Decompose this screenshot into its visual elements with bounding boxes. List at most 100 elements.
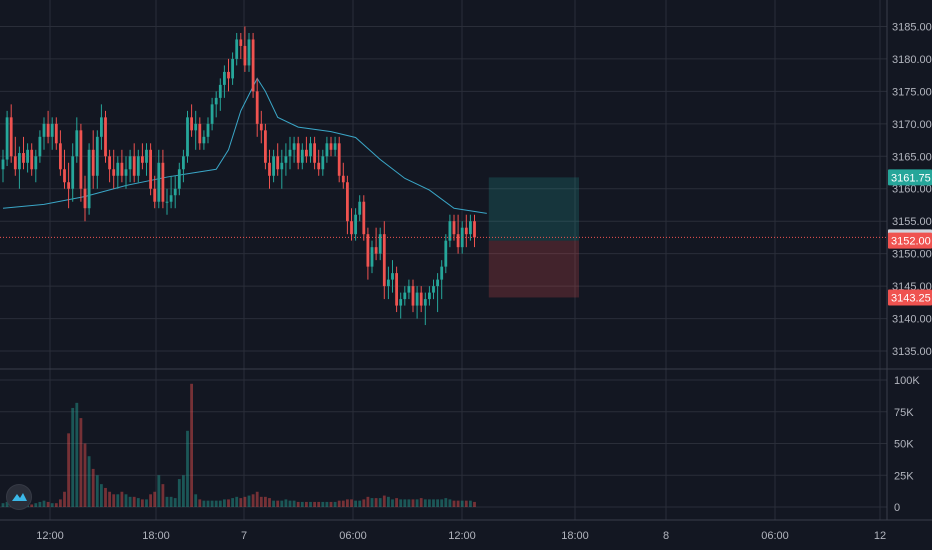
price-tick-label[interactable]: 3170.00 <box>892 119 932 131</box>
app-logo-icon[interactable] <box>6 484 32 510</box>
price-tick-label[interactable]: 3135.00 <box>892 346 932 358</box>
candle-body <box>317 162 321 170</box>
volume-bar <box>395 498 398 507</box>
volume-bar <box>87 456 91 507</box>
volume-bar <box>264 496 267 507</box>
volume-bar <box>284 499 288 507</box>
candle-body <box>268 162 271 176</box>
candle-body <box>423 299 427 306</box>
volume-tick-label[interactable]: 100K <box>894 375 920 387</box>
volume-bar <box>141 499 144 507</box>
volume-bar <box>411 499 415 507</box>
candle-body <box>38 136 42 157</box>
candle-body <box>87 149 91 209</box>
candle-body <box>9 117 13 157</box>
candle-body <box>116 162 120 176</box>
candle-body <box>95 136 99 176</box>
time-tick-label[interactable]: 12:00 <box>36 530 64 542</box>
candle-body <box>173 188 177 196</box>
volume-bar <box>469 500 472 507</box>
time-tick-label[interactable]: 18:00 <box>561 530 589 542</box>
time-tick-label[interactable]: 12:00 <box>448 530 476 542</box>
volume-bar <box>50 503 54 507</box>
volume-bar <box>5 501 9 507</box>
candle-body <box>288 149 292 157</box>
price-tick-label[interactable]: 3180.00 <box>892 54 932 66</box>
volume-bar <box>276 500 280 507</box>
price-axis-ticks[interactable]: 3185.00 3180.00 3175.00 3170.00 3165.00 3160.… <box>892 21 932 358</box>
volume-tick-label[interactable]: 50K <box>894 439 914 451</box>
candle-body <box>177 169 181 189</box>
price-tick-label[interactable]: 3150.00 <box>892 249 932 261</box>
candle-body <box>13 156 17 170</box>
volume-bar <box>403 499 407 507</box>
candle-body <box>440 266 444 280</box>
volume-bar <box>59 499 62 507</box>
volume-bar <box>374 498 378 507</box>
volume-bar <box>415 499 419 507</box>
candle-body <box>382 234 386 287</box>
volume-bar <box>456 500 460 507</box>
time-tick-label[interactable]: 06:00 <box>761 530 789 542</box>
price-tick-label[interactable]: 3175.00 <box>892 86 932 98</box>
price-tick-label[interactable]: 3165.00 <box>892 151 932 163</box>
candle-body <box>112 169 116 176</box>
candle-body <box>395 273 398 306</box>
profit-zone[interactable] <box>488 177 579 241</box>
volume-tick-label[interactable]: 75K <box>894 407 914 419</box>
candle-body <box>399 299 403 306</box>
volume-tick-label[interactable]: 0 <box>894 502 900 514</box>
volume-bar <box>382 495 386 507</box>
long-position-tool[interactable] <box>488 177 579 298</box>
volume-bar <box>444 498 448 507</box>
candle-body <box>415 292 419 306</box>
candle-body <box>71 156 75 189</box>
stop-loss-zone[interactable] <box>488 240 579 298</box>
volume-bar <box>317 501 321 507</box>
volume-tick-label[interactable]: 25K <box>894 470 914 482</box>
volume-bar <box>448 499 452 507</box>
volume-bar <box>34 503 38 507</box>
candle-body <box>464 227 468 235</box>
volume-bar <box>391 499 394 507</box>
time-tick-label[interactable]: 18:00 <box>142 530 170 542</box>
candle-body <box>436 279 439 287</box>
volume-axis-ticks[interactable]: 100K 75K 50K 25K 0 <box>894 375 920 514</box>
volume-bar <box>464 500 468 507</box>
candle-body <box>165 201 169 203</box>
candle-body <box>341 175 345 183</box>
candle-body <box>136 156 140 176</box>
time-tick-label[interactable]: 12 <box>874 530 886 542</box>
volume-bar <box>366 496 370 507</box>
time-tick-label[interactable]: 06:00 <box>339 530 367 542</box>
candle-body <box>300 149 304 163</box>
volume-bar <box>165 496 169 507</box>
price-tick-label[interactable]: 3155.00 <box>892 216 932 228</box>
candle-body <box>46 123 50 137</box>
candle-body <box>22 153 25 163</box>
volume-bar <box>124 494 128 507</box>
volume-bar <box>112 494 116 507</box>
volume-bar <box>370 498 374 507</box>
volume-bar <box>54 503 58 507</box>
time-tick-label[interactable]: 7 <box>241 530 247 542</box>
candle-body <box>325 143 329 157</box>
volume-bar <box>407 499 411 507</box>
price-tick-label[interactable]: 3185.00 <box>892 21 932 33</box>
volume-bar <box>341 500 345 507</box>
time-axis-ticks[interactable]: 12:00 18:00 7 06:00 12:00 18:00 8 06:00 12 <box>36 530 886 542</box>
target-price-label: 3161.75 <box>891 172 931 184</box>
volume-bar <box>255 491 259 507</box>
volume-bar <box>91 468 95 507</box>
price-tick-label[interactable]: 3140.00 <box>892 314 932 326</box>
price-tick-label[interactable]: 3160.00 <box>892 184 932 196</box>
volume-bar <box>194 494 198 507</box>
candle-body <box>247 39 251 66</box>
volume-bar <box>268 498 271 507</box>
candle-body <box>186 117 189 157</box>
candle-body <box>411 286 415 306</box>
time-tick-label[interactable]: 8 <box>663 530 669 542</box>
